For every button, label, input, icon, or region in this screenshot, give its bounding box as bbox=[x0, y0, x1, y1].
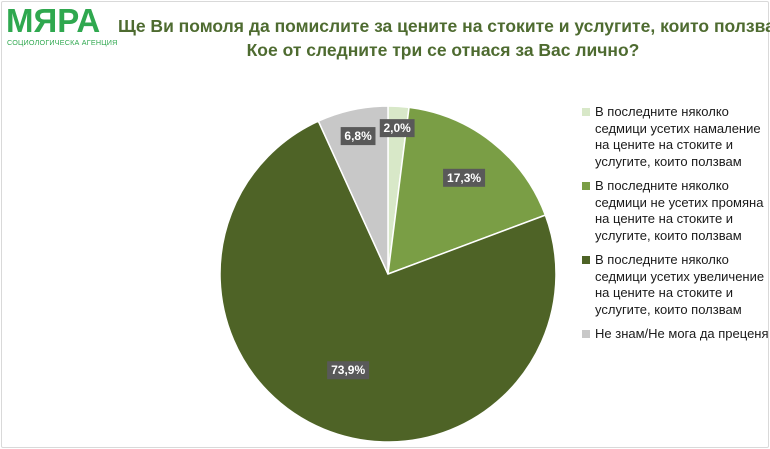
legend: В последните няколко седмици усетих нама… bbox=[580, 104, 770, 351]
chart-title-line-1: Ще Ви помоля да помислите за цените на с… bbox=[118, 16, 770, 36]
legend-swatch-4 bbox=[582, 330, 590, 338]
data-label-2: 17,3% bbox=[443, 168, 486, 187]
data-label-text-3: 73,9% bbox=[331, 363, 365, 377]
data-label-box-4 bbox=[340, 127, 376, 146]
legend-swatch-3 bbox=[582, 256, 590, 264]
legend-swatch-1 bbox=[582, 108, 590, 116]
legend-item-4: Не знам/Не мога да преценя bbox=[580, 326, 770, 343]
data-label-text-2: 17,3% bbox=[447, 171, 481, 185]
chart-title-line-2: Кое от следните три се отнася за Вас лич… bbox=[246, 40, 640, 60]
legend-label-4: Не знам/Не мога да преценя bbox=[595, 326, 769, 341]
data-label-box-2 bbox=[443, 168, 486, 187]
pie-slice-2 bbox=[387, 106, 547, 276]
pie-slice-4 bbox=[317, 105, 389, 275]
legend-label-1: В последните няколко седмици усетих нама… bbox=[595, 104, 761, 169]
data-label-4: 6,8% bbox=[340, 127, 376, 146]
pie-slice-3 bbox=[219, 120, 557, 443]
legend-label-3: В последните няколко седмици усетих увел… bbox=[595, 252, 765, 317]
data-label-text-4: 6,8% bbox=[344, 129, 372, 143]
chart-title: Ще Ви помоля да помислите за цените на с… bbox=[118, 14, 770, 62]
legend-item-1: В последните няколко седмици усетих нама… bbox=[580, 104, 770, 170]
data-label-box-3 bbox=[327, 361, 370, 380]
legend-swatch-2 bbox=[582, 182, 590, 190]
legend-item-2: В последните няколко седмици не усетих п… bbox=[580, 178, 770, 244]
data-label-3: 73,9% bbox=[327, 361, 370, 380]
logo-wordmark: МЯРА bbox=[6, 2, 101, 39]
data-label-text-1: 2,0% bbox=[383, 121, 411, 135]
data-label-box-1 bbox=[379, 119, 415, 138]
legend-item-3: В последните няколко седмици усетих увел… bbox=[580, 252, 770, 318]
legend-label-2: В последните няколко седмици не усетих п… bbox=[595, 178, 764, 243]
logo-subtitle: СОЦИОЛОГИЧЕСКА АГЕНЦИЯ bbox=[7, 38, 118, 47]
agency-logo: МЯРА СОЦИОЛОГИЧЕСКА АГЕНЦИЯ bbox=[6, 2, 118, 47]
data-label-1: 2,0% bbox=[379, 119, 415, 138]
